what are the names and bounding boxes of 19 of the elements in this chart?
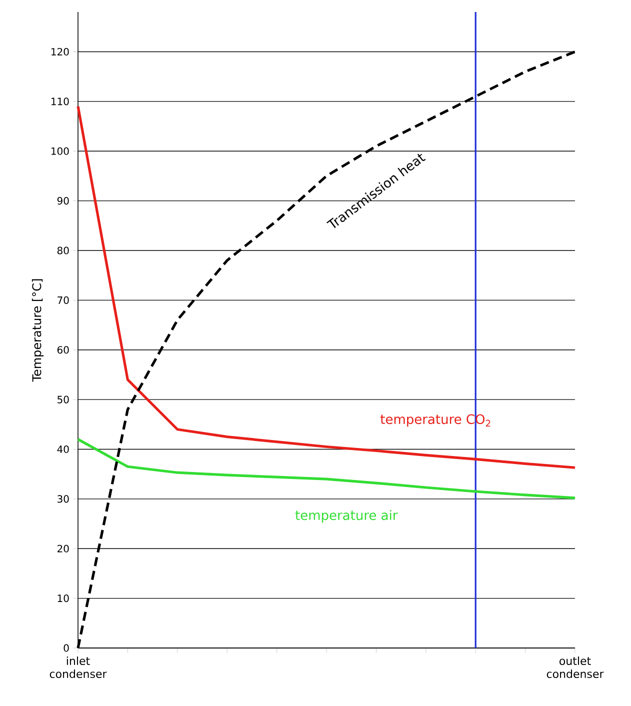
y-tick-label: 90 <box>57 197 69 205</box>
y-tick-label: 80 <box>57 246 69 254</box>
y-tick-label: 10 <box>58 594 69 602</box>
y-tick-label: 120 <box>51 48 69 56</box>
y-axis-title: Temperature [°C] <box>32 279 44 382</box>
y-tick-label: 20 <box>57 544 69 552</box>
line-series <box>76 105 576 469</box>
y-tick-label: 40 <box>57 445 69 454</box>
x-tick-label: outlet condenser <box>546 656 604 678</box>
y-tick-label: 50 <box>58 396 69 404</box>
y-tick-label: 70 <box>58 296 69 304</box>
y-tick-label: 100 <box>51 147 69 155</box>
series-label: temperature air <box>295 510 398 523</box>
y-tick-label: 30 <box>58 495 69 503</box>
line-series <box>76 438 576 500</box>
y-tick-label: 60 <box>57 346 69 354</box>
x-tick-label: inlet condenser <box>50 656 107 678</box>
y-tick-label: 0 <box>64 644 69 652</box>
y-tick-label: 110 <box>51 98 69 106</box>
